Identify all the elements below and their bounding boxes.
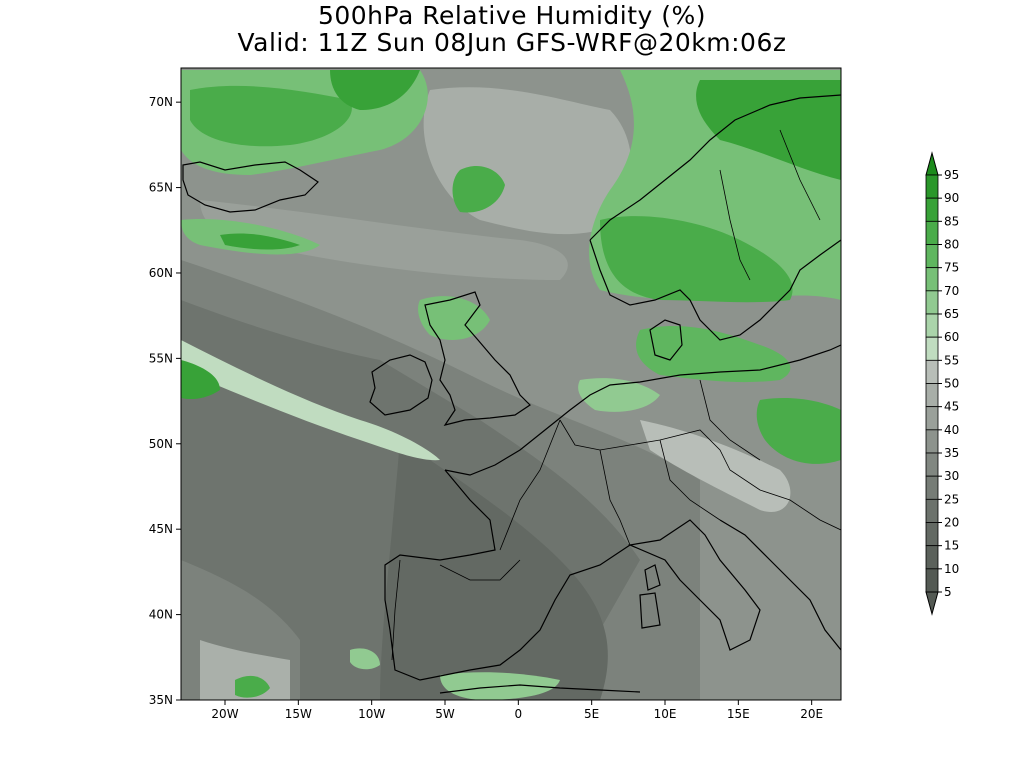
map-frame bbox=[180, 67, 842, 701]
lon-tick-label: 20E bbox=[800, 707, 823, 721]
humidity-field bbox=[181, 68, 841, 700]
colorbar: 95 90 85 80 75 70 65 60 55 50 45 40 35 30 25 20 15 10 5 bbox=[925, 151, 959, 616]
colorbar-label: 85 bbox=[944, 214, 959, 228]
colorbar-swatch bbox=[925, 452, 939, 477]
lon-tick-label: 15E bbox=[727, 707, 750, 721]
colorbar-swatch bbox=[925, 545, 939, 570]
axis-ticks: 20W 15W 10W 5W 0 5E 10E 15E 20E 70N 65N 60N 55N 50N 45… bbox=[149, 95, 823, 721]
lon-tick-label: 5E bbox=[584, 707, 599, 721]
colorbar-label: 25 bbox=[944, 492, 959, 506]
colorbar-swatch bbox=[925, 568, 939, 593]
colorbar-label: 40 bbox=[944, 423, 959, 437]
colorbar-swatch bbox=[925, 244, 939, 269]
lat-tick-label: 40N bbox=[149, 608, 173, 622]
lon-tick-label: 10W bbox=[358, 707, 385, 721]
colorbar-swatch bbox=[925, 336, 939, 361]
lon-tick-label: 5W bbox=[435, 707, 455, 721]
colorbar-label: 60 bbox=[944, 330, 959, 344]
colorbar-swatch bbox=[925, 475, 939, 500]
colorbar-label: 95 bbox=[944, 168, 959, 182]
title-line-2: Valid: 11Z Sun 08Jun GFS-WRF@20km:06z bbox=[237, 28, 787, 57]
colorbar-bottom-arrow bbox=[925, 591, 939, 616]
colorbar-swatch bbox=[925, 522, 939, 547]
colorbar-label: 15 bbox=[944, 539, 959, 553]
colorbar-label: 80 bbox=[944, 238, 959, 252]
colorbar-label: 70 bbox=[944, 284, 959, 298]
colorbar-label: 10 bbox=[944, 562, 959, 576]
colorbar-swatch bbox=[925, 498, 939, 523]
colorbar-label: 35 bbox=[944, 446, 959, 460]
colorbar-swatch bbox=[925, 290, 939, 315]
colorbar-swatch bbox=[925, 406, 939, 431]
lat-tick-label: 35N bbox=[149, 693, 173, 707]
colorbar-label: 5 bbox=[944, 585, 952, 599]
colorbar-swatch bbox=[925, 220, 939, 245]
colorbar-label: 90 bbox=[944, 191, 959, 205]
colorbar-label: 65 bbox=[944, 307, 959, 321]
colorbar-swatch bbox=[925, 174, 939, 199]
colorbar-swatch bbox=[925, 359, 939, 384]
lat-tick-label: 50N bbox=[149, 437, 173, 451]
colorbar-swatch bbox=[925, 267, 939, 292]
chart-title: 500hPa Relative Humidity (%) Valid: 11Z … bbox=[0, 2, 1024, 56]
lon-tick-label: 0 bbox=[515, 707, 523, 721]
colorbar-swatch bbox=[925, 313, 939, 338]
colorbar-label: 75 bbox=[944, 261, 959, 275]
colorbar-swatch bbox=[925, 197, 939, 222]
lat-tick-label: 55N bbox=[149, 351, 173, 365]
colorbar-label: 20 bbox=[944, 516, 959, 530]
colorbar-label: 45 bbox=[944, 400, 959, 414]
lat-tick-label: 70N bbox=[149, 95, 173, 109]
lat-tick-label: 45N bbox=[149, 522, 173, 536]
lat-tick-label: 60N bbox=[149, 266, 173, 280]
lon-tick-label: 20W bbox=[211, 707, 238, 721]
colorbar-label: 30 bbox=[944, 469, 959, 483]
coastlines bbox=[182, 94, 841, 694]
colorbar-swatch bbox=[925, 383, 939, 408]
colorbar-label: 50 bbox=[944, 377, 959, 391]
lat-tick-label: 65N bbox=[149, 181, 173, 195]
colorbar-top-arrow bbox=[925, 151, 939, 176]
title-line-1: 500hPa Relative Humidity (%) bbox=[317, 1, 707, 30]
colorbar-label: 55 bbox=[944, 353, 959, 367]
lon-tick-label: 15W bbox=[285, 707, 312, 721]
lon-tick-label: 10E bbox=[654, 707, 677, 721]
colorbar-swatch bbox=[925, 429, 939, 454]
